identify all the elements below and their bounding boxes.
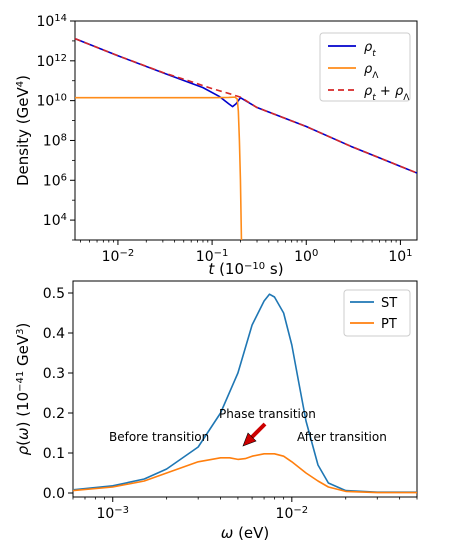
top-series-line-1 xyxy=(75,96,243,240)
bottom-series-group xyxy=(73,293,417,494)
annotation-phase-transition: Phase transition xyxy=(219,407,316,421)
legend-label-rho-lambda: ρΛ xyxy=(364,62,379,81)
top-y-tick-label: 1014 xyxy=(36,13,67,31)
bottom-x-axis-label: ω (eV) xyxy=(221,524,270,542)
bot-y-tick-label: 0.0 xyxy=(43,486,65,502)
top-y-tick-label: 104 xyxy=(43,212,67,230)
top-plot-frame xyxy=(74,20,418,241)
annotation-after-transition: After transition xyxy=(297,430,387,444)
top-series-group xyxy=(75,37,417,240)
legend-label-rho-t: ρt xyxy=(364,40,376,59)
top-y-tick-label: 108 xyxy=(43,132,67,150)
top-series-line-2 xyxy=(75,37,417,174)
bottom-plot-frame xyxy=(72,280,418,498)
arrow-shaft xyxy=(250,422,267,439)
bot-series-line-0 xyxy=(73,293,417,493)
bot-y-tick-label: 0.5 xyxy=(43,286,65,302)
top-legend: ρt ρΛ ρt + ρΛ xyxy=(319,32,411,103)
bot-y-tick-label: 0.4 xyxy=(43,326,65,342)
top-density-panel: 10−2 10−1 100 101 104 106 108 1010 1012 1014 t (1… xyxy=(14,13,418,278)
bottom-y-axis-label: ρ(ω) (10−41 GeV3) xyxy=(14,323,32,456)
top-x-tick-label: 10−2 xyxy=(102,248,135,266)
arrow-head xyxy=(242,432,257,447)
annotation-before-transition: Before transition xyxy=(109,430,209,444)
bot-y-tick-label: 0.3 xyxy=(43,366,65,382)
top-legend-box xyxy=(319,32,411,102)
bot-y-tick-label: 0.2 xyxy=(43,406,65,422)
top-y-tick-label: 106 xyxy=(43,172,67,190)
top-y-axis-label: Density (GeV4) xyxy=(14,75,32,186)
bottom-legend-box xyxy=(343,289,411,337)
top-y-tick-label: 1012 xyxy=(36,52,67,70)
top-y-tick-label: 1010 xyxy=(36,92,67,110)
bottom-axis-ticks: 10−3 10−2 0.0 0.1 0.2 0.3 0.4 0.5 xyxy=(43,286,418,523)
top-axis-ticks: 10−2 10−1 100 101 104 106 108 1010 1012 1014 xyxy=(36,13,412,266)
bottom-legend: ST PT xyxy=(343,289,411,337)
top-x-tick-label: 10−1 xyxy=(196,248,229,266)
legend-label-pt: PT xyxy=(381,317,397,332)
bot-y-tick-label: 0.1 xyxy=(43,446,65,462)
legend-label-st: ST xyxy=(381,296,397,311)
top-x-axis-label: t (10−10 s) xyxy=(208,260,283,278)
bot-x-tick-label: 10−2 xyxy=(276,505,309,523)
phase-transition-arrow xyxy=(242,422,267,447)
top-x-tick-label: 100 xyxy=(294,248,318,266)
top-x-tick-label: 101 xyxy=(388,248,412,266)
bot-series-line-1 xyxy=(73,453,417,494)
legend-label-rho-sum: ρt + ρΛ xyxy=(364,84,410,103)
bot-x-tick-label: 10−3 xyxy=(96,505,129,523)
bottom-spectrum-panel: 10−3 10−2 0.0 0.1 0.2 0.3 0.4 0.5 ω (eV) ρ(ω) (… xyxy=(14,280,418,542)
